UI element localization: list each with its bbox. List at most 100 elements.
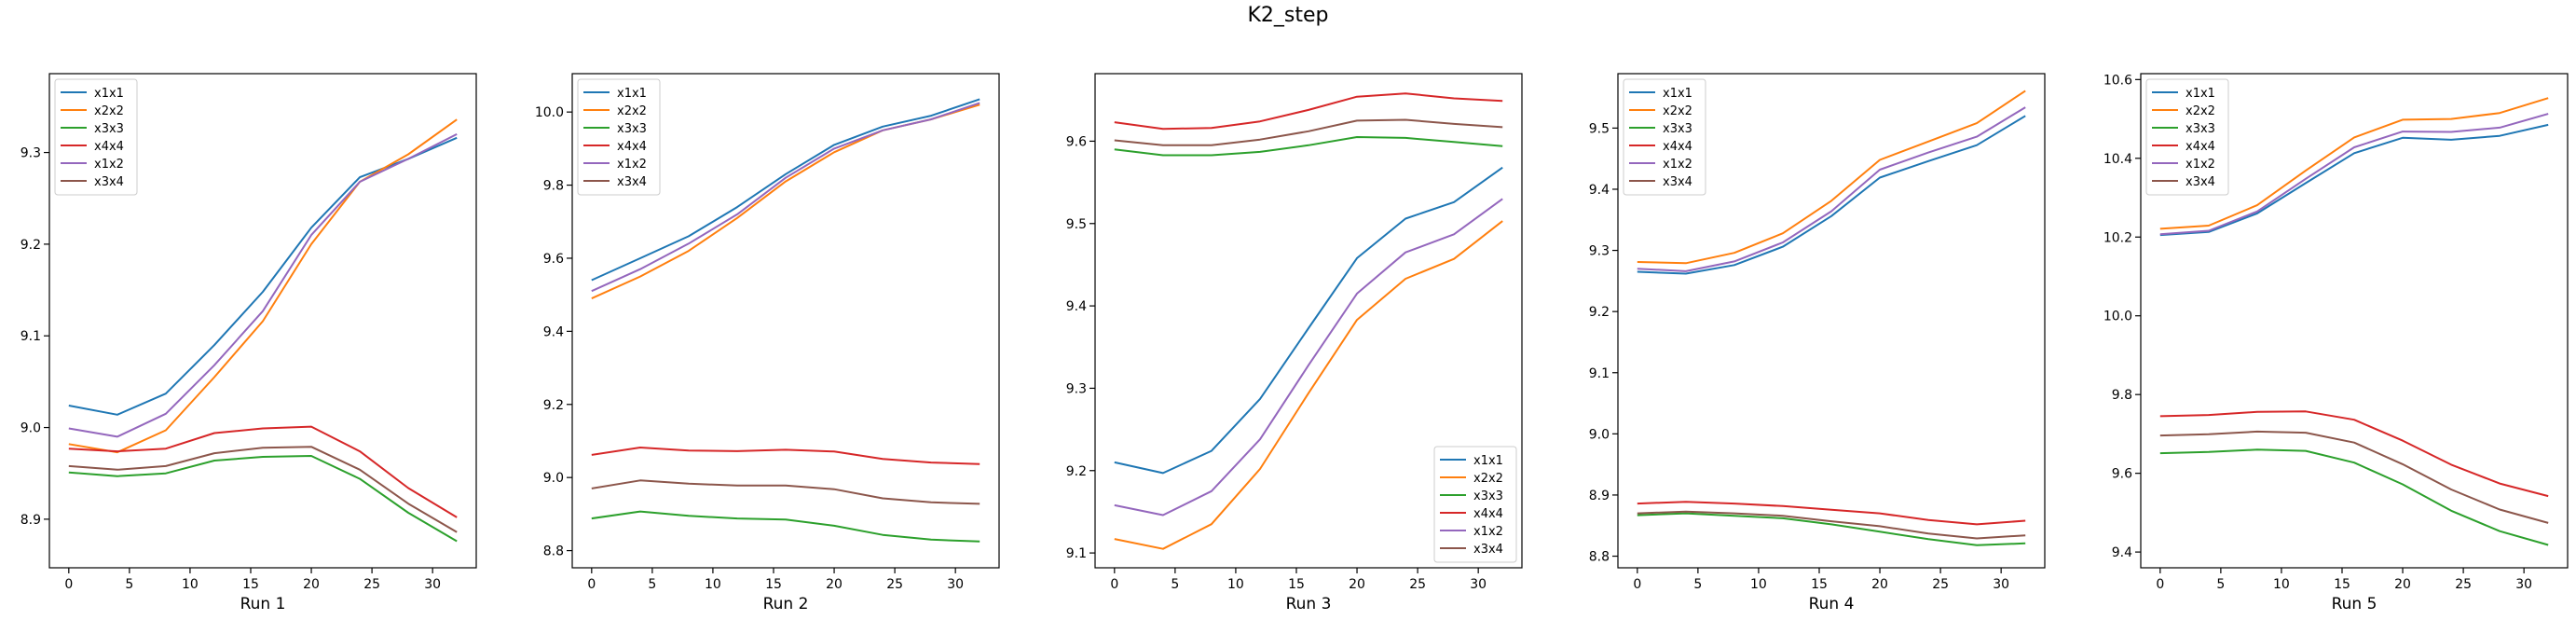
y-tick-label: 9.6 bbox=[1066, 134, 1087, 149]
y-tick-label: 9.8 bbox=[2112, 388, 2132, 403]
x-axis-label: Run 1 bbox=[240, 595, 286, 613]
legend-label-x3x4: x3x4 bbox=[617, 175, 647, 189]
series-line-x2x2 bbox=[2159, 97, 2549, 230]
legend-label-x1x1: x1x1 bbox=[1663, 87, 1692, 101]
x-tick-label: 5 bbox=[1693, 577, 1702, 592]
x-tick-label: 20 bbox=[2394, 577, 2411, 592]
series-line-x2x2 bbox=[1114, 220, 1503, 550]
series-line-x3x4 bbox=[1114, 118, 1503, 146]
x-tick-label: 30 bbox=[947, 577, 964, 592]
x-tick-label: 15 bbox=[242, 577, 259, 592]
y-tick-label: 9.6 bbox=[543, 252, 564, 267]
y-tick-label: 9.3 bbox=[1066, 381, 1087, 396]
x-tick-label: 5 bbox=[2216, 577, 2225, 592]
x-tick-label: 0 bbox=[1110, 577, 1118, 592]
series-line-x1x1 bbox=[1114, 166, 1503, 475]
legend-label-x3x3: x3x3 bbox=[1473, 489, 1503, 503]
legend: x1x1 x2x2 x3x3 x4x4 x1x2 x3x4 bbox=[2145, 78, 2229, 196]
legend-label-x1x1: x1x1 bbox=[1473, 454, 1503, 468]
y-tick-label: 9.2 bbox=[543, 398, 564, 413]
legend: x1x1 x2x2 x3x3 x4x4 x1x2 x3x4 bbox=[577, 78, 661, 196]
subplot-run-2: 0 5 10 15 20 25 30 8.8 9.0 9.2 9.4 9.6 9.8 10.0 Run 2 x… bbox=[535, 73, 1000, 613]
series-line-x4x4 bbox=[1637, 501, 2026, 526]
series-line-x1x1 bbox=[591, 98, 980, 282]
legend-box bbox=[1433, 446, 1517, 563]
x-tick-label: 15 bbox=[1288, 577, 1305, 592]
y-tick-label: 9.1 bbox=[1066, 546, 1087, 561]
x-tick-label: 5 bbox=[125, 577, 133, 592]
series-line-x2x2 bbox=[1637, 90, 2026, 265]
legend-label-x1x1: x1x1 bbox=[2185, 87, 2215, 101]
y-tick-label: 9.4 bbox=[2112, 545, 2132, 560]
legend-label-x2x2: x2x2 bbox=[1473, 472, 1503, 486]
legend-label-x4x4: x4x4 bbox=[2185, 140, 2215, 154]
y-tick-label: 8.8 bbox=[1589, 550, 1610, 565]
x-tick-label: 10 bbox=[1750, 577, 1767, 592]
x-tick-label: 0 bbox=[1633, 577, 1641, 592]
y-tick-label: 9.2 bbox=[1589, 305, 1610, 320]
series-line-x3x3 bbox=[68, 455, 458, 543]
x-tick-label: 20 bbox=[826, 577, 843, 592]
legend-label-x3x3: x3x3 bbox=[617, 122, 647, 136]
series-line-x3x4 bbox=[591, 479, 980, 505]
y-tick-label: 9.4 bbox=[1066, 299, 1087, 314]
x-tick-label: 25 bbox=[1932, 577, 1949, 592]
legend: x1x1 x2x2 x3x3 x4x4 x1x2 x3x4 bbox=[1433, 446, 1517, 563]
legend-label-x1x2: x1x2 bbox=[617, 158, 647, 172]
y-tick-label: 9.2 bbox=[1066, 464, 1087, 479]
legend-label-x1x2: x1x2 bbox=[2185, 158, 2215, 172]
legend-label-x4x4: x4x4 bbox=[1663, 140, 1692, 154]
legend-label-x1x2: x1x2 bbox=[1473, 525, 1503, 539]
subplot-run-4: 0 5 10 15 20 25 30 8.8 8.9 9.0 9.1 9.2 9.3 9.4 9.5 Run … bbox=[1589, 73, 2046, 613]
y-tick-label: 9.1 bbox=[21, 329, 41, 344]
x-axis-label: Run 2 bbox=[763, 595, 809, 613]
series-line-x4x4 bbox=[1114, 92, 1503, 131]
series-line-x3x4 bbox=[2159, 430, 2549, 524]
axes-frame bbox=[2140, 73, 2569, 569]
legend-label-x1x1: x1x1 bbox=[617, 87, 647, 101]
y-tick-label: 9.0 bbox=[1589, 427, 1610, 442]
series-line-x3x4 bbox=[1637, 510, 2026, 540]
series-line-x1x2 bbox=[1637, 106, 2026, 272]
x-tick-label: 5 bbox=[648, 577, 656, 592]
legend: x1x1 x2x2 x3x3 x4x4 x1x2 x3x4 bbox=[54, 78, 138, 196]
legend-label-x1x2: x1x2 bbox=[1663, 158, 1692, 172]
x-tick-label: 10 bbox=[1227, 577, 1244, 592]
y-tick-label: 10.4 bbox=[2103, 152, 2132, 167]
legend-label-x1x2: x1x2 bbox=[94, 158, 124, 172]
x-tick-label: 20 bbox=[303, 577, 320, 592]
series-line-x4x4 bbox=[68, 425, 458, 518]
legend: x1x1 x2x2 x3x3 x4x4 x1x2 x3x4 bbox=[1623, 78, 1706, 196]
y-tick-label: 9.4 bbox=[1589, 183, 1610, 198]
legend-label-x4x4: x4x4 bbox=[94, 140, 124, 154]
legend-label-x2x2: x2x2 bbox=[2185, 104, 2215, 118]
x-tick-label: 25 bbox=[886, 577, 903, 592]
axes-frame bbox=[571, 73, 1000, 569]
x-axis-label: Run 5 bbox=[2332, 595, 2377, 613]
x-tick-label: 20 bbox=[1349, 577, 1365, 592]
legend-label-x4x4: x4x4 bbox=[1473, 507, 1503, 521]
legend-label-x3x3: x3x3 bbox=[2185, 122, 2215, 136]
series-line-x1x2 bbox=[68, 133, 458, 438]
series-line-x3x3 bbox=[1114, 136, 1503, 157]
axes-frame bbox=[48, 73, 477, 569]
x-tick-label: 0 bbox=[64, 577, 73, 592]
y-tick-label: 10.2 bbox=[2103, 230, 2132, 245]
x-tick-label: 0 bbox=[2156, 577, 2164, 592]
series-line-x4x4 bbox=[591, 447, 980, 465]
series-line-x3x3 bbox=[591, 510, 980, 543]
x-tick-label: 15 bbox=[2334, 577, 2350, 592]
y-tick-label: 9.8 bbox=[543, 179, 564, 194]
axes-frame bbox=[1094, 73, 1523, 569]
series-line-x3x3 bbox=[2159, 448, 2549, 546]
y-tick-label: 9.6 bbox=[2112, 467, 2132, 482]
x-tick-label: 30 bbox=[424, 577, 441, 592]
y-tick-label: 9.0 bbox=[21, 421, 41, 436]
y-tick-label: 9.2 bbox=[21, 238, 41, 253]
legend-label-x3x4: x3x4 bbox=[94, 175, 124, 189]
axes-frame bbox=[1617, 73, 2046, 569]
y-tick-label: 9.5 bbox=[1589, 121, 1610, 136]
y-tick-label: 9.3 bbox=[1589, 244, 1610, 259]
series-line-x1x2 bbox=[591, 102, 980, 293]
